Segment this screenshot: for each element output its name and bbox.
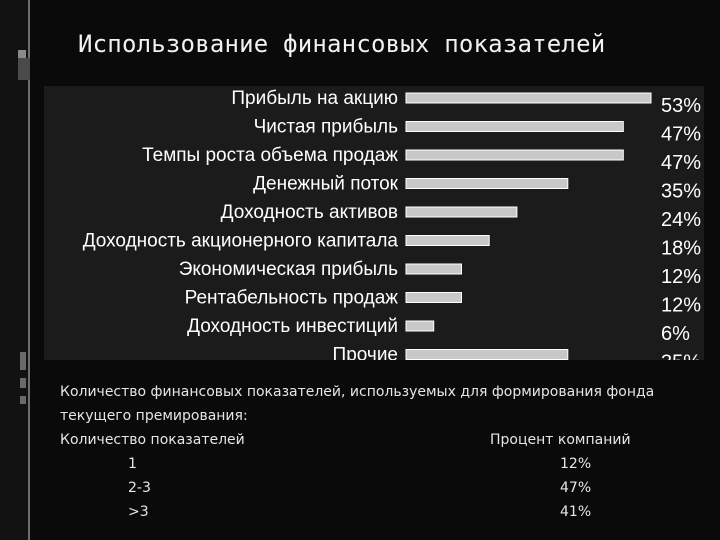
table-row: >3 41% bbox=[60, 500, 700, 524]
category-label: Прочие bbox=[333, 345, 398, 361]
row-count: 1 bbox=[128, 456, 137, 472]
bar bbox=[405, 92, 652, 104]
bar bbox=[405, 178, 569, 189]
category-label: Прибыль на акцию bbox=[231, 88, 398, 109]
col-header-count: Количество показателей bbox=[60, 432, 245, 448]
bar bbox=[405, 349, 569, 360]
bar bbox=[405, 149, 624, 161]
value-label: 35% bbox=[661, 352, 701, 361]
slide-title: Использование финансовых показателей bbox=[78, 30, 606, 58]
bar bbox=[405, 206, 518, 218]
value-label: 53% bbox=[661, 95, 701, 117]
category-label: Экономическая прибыль bbox=[179, 259, 398, 280]
decor-block-top-2 bbox=[18, 58, 30, 80]
bar-chart: Прибыль на акцию 53% Чистая прибыль 47% Темп… bbox=[83, 88, 701, 361]
notes-block: Количество финансовых показателей, испол… bbox=[60, 380, 700, 524]
side-rule bbox=[28, 0, 30, 540]
decor-block-bottom-2 bbox=[20, 378, 26, 388]
notes-caption: Количество финансовых показателей, испол… bbox=[60, 384, 655, 424]
category-label: Доходность акционерного капитала bbox=[83, 231, 399, 252]
row-percent: 47% bbox=[560, 480, 592, 496]
col-header-percent: Процент компаний bbox=[490, 432, 631, 448]
category-label: Денежный поток bbox=[253, 174, 399, 195]
row-percent: 12% bbox=[560, 456, 592, 472]
bar bbox=[405, 263, 462, 275]
category-label: Чистая прибыль bbox=[254, 117, 398, 138]
row-percent: 41% bbox=[560, 504, 592, 520]
chart-panel: Прибыль на акцию 53% Чистая прибыль 47% Темп… bbox=[44, 86, 704, 360]
notes-header-row: Количество показателей Процент компаний bbox=[60, 428, 700, 452]
value-label: 47% bbox=[661, 124, 701, 146]
value-label: 24% bbox=[661, 209, 701, 231]
table-row: 2-3 47% bbox=[60, 476, 700, 500]
category-label: Рентабельность продаж bbox=[185, 288, 399, 309]
value-label: 47% bbox=[661, 152, 701, 174]
category-label: Доходность инвестиций bbox=[187, 316, 398, 337]
category-label: Доходность активов bbox=[221, 202, 398, 223]
value-label: 12% bbox=[661, 266, 701, 288]
bar bbox=[405, 320, 435, 332]
table-row: 1 12% bbox=[60, 452, 700, 476]
row-count: >3 bbox=[128, 504, 149, 520]
value-label: 12% bbox=[661, 295, 701, 317]
decor-block-bottom-1 bbox=[20, 352, 26, 370]
bar bbox=[405, 235, 490, 246]
value-label: 35% bbox=[661, 181, 701, 203]
value-label: 6% bbox=[661, 323, 690, 345]
decor-block-bottom-3 bbox=[20, 396, 26, 404]
left-decor-band bbox=[0, 0, 30, 540]
value-label: 18% bbox=[661, 238, 701, 260]
bar bbox=[405, 292, 462, 303]
row-count: 2-3 bbox=[128, 480, 151, 496]
bar bbox=[405, 121, 624, 132]
category-label: Темпы роста объема продаж bbox=[142, 145, 398, 166]
